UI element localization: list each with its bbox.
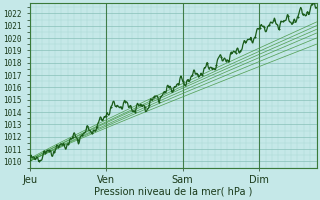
- X-axis label: Pression niveau de la mer( hPa ): Pression niveau de la mer( hPa ): [94, 187, 252, 197]
